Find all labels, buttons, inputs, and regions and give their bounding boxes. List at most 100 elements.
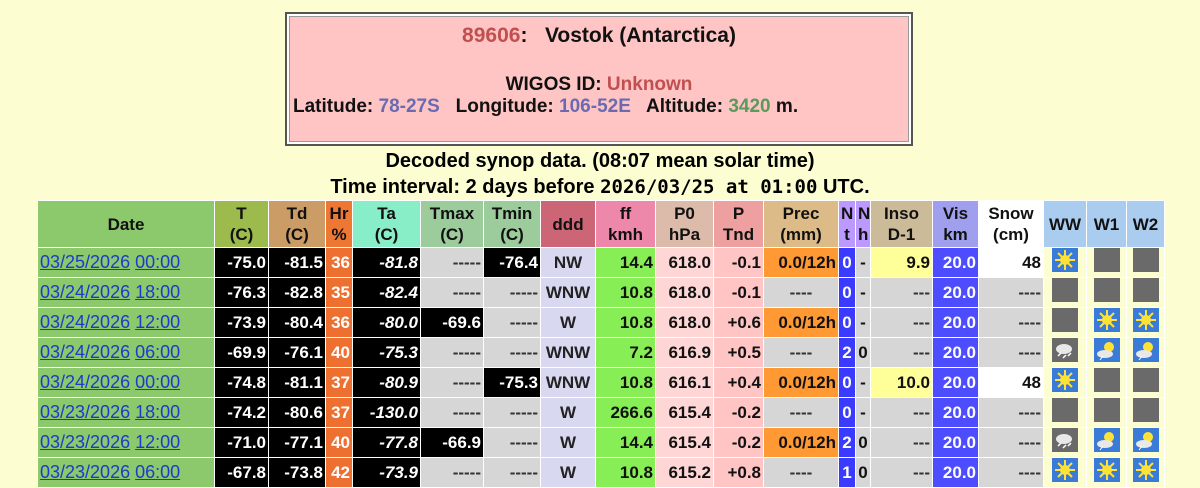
icon-cell — [1127, 278, 1164, 307]
lat-value: 78-27S — [378, 96, 440, 117]
data-cell: -69.9 — [215, 338, 268, 367]
time-link[interactable]: 12:00 — [135, 432, 181, 452]
column-header: Snow (cm) — [979, 201, 1043, 247]
station-box: 89606: Vostok (Antarctica) WIGOS ID: Unk… — [285, 12, 913, 146]
data-cell: ----- — [484, 308, 540, 337]
icon-cell — [1087, 458, 1126, 487]
column-header: ff kmh — [596, 201, 655, 247]
data-cell: ---- — [979, 458, 1043, 487]
weather-icon — [1132, 458, 1159, 482]
data-cell: -76.3 — [215, 278, 268, 307]
weather-icon — [1132, 428, 1159, 452]
time-link[interactable]: 00:00 — [135, 372, 181, 392]
data-cell: -81.5 — [269, 248, 325, 277]
data-cell: -0.2 — [714, 398, 763, 427]
icon-cell — [1044, 368, 1086, 397]
data-cell: -69.6 — [421, 308, 483, 337]
data-cell: NW — [541, 248, 595, 277]
data-cell: -0.1 — [714, 248, 763, 277]
data-cell: -80.4 — [269, 308, 325, 337]
date-link[interactable]: 03/24/2026 — [40, 342, 131, 362]
data-cell: ---- — [979, 398, 1043, 427]
header-text: WW — [1048, 214, 1082, 234]
data-cell: 10.8 — [596, 458, 655, 487]
data-cell: - — [856, 368, 870, 397]
data-cell: -77.8 — [353, 428, 420, 457]
data-cell: -73.9 — [353, 458, 420, 487]
icon-cell — [1127, 368, 1164, 397]
header-text: hPa — [668, 225, 701, 244]
time-link[interactable]: 18:00 — [135, 282, 181, 302]
data-row: 03/23/2026 18:00 -74.2 -80.6 37 -130.0 ----- -… — [38, 398, 1164, 427]
data-cell: 37 — [326, 368, 352, 397]
data-cell: -71.0 — [215, 428, 268, 457]
column-header: Date — [38, 201, 214, 247]
time-link[interactable]: 06:00 — [135, 462, 181, 482]
data-cell: WNW — [541, 368, 595, 397]
icon-cell — [1087, 398, 1126, 427]
icon-cell — [1087, 278, 1126, 307]
date-link[interactable]: 03/23/2026 — [40, 432, 131, 452]
header-text: N — [858, 204, 870, 223]
title-line: 89606: Vostok (Antarctica) — [287, 24, 911, 48]
data-cell: 14.4 — [596, 428, 655, 457]
data-cell: +0.8 — [714, 458, 763, 487]
data-cell: 618.0 — [656, 308, 713, 337]
column-header: Ta (C) — [353, 201, 420, 247]
subtitle-line: Decoded synop data. (08:07 mean solar ti… — [385, 150, 815, 172]
column-header: Td (C) — [269, 201, 325, 247]
date-link[interactable]: 03/23/2026 — [40, 402, 131, 422]
data-cell: -74.2 — [215, 398, 268, 427]
data-cell: -0.1 — [714, 278, 763, 307]
date-link[interactable]: 03/25/2026 — [40, 252, 131, 272]
column-header: W1 — [1087, 201, 1126, 247]
header-text: Vis — [942, 204, 969, 223]
column-header: Prec (mm) — [764, 201, 838, 247]
data-cell: 618.0 — [656, 278, 713, 307]
time-link[interactable]: 06:00 — [135, 342, 181, 362]
data-cell: ----- — [421, 368, 483, 397]
date-link[interactable]: 03/24/2026 — [40, 282, 131, 302]
data-cell: 20.0 — [933, 398, 978, 427]
data-cell: 615.4 — [656, 428, 713, 457]
weather-icon — [1052, 428, 1078, 452]
data-cell: 618.0 — [656, 248, 713, 277]
date-link[interactable]: 03/23/2026 — [40, 462, 131, 482]
data-cell: 0 — [839, 368, 855, 397]
date-link[interactable]: 03/24/2026 — [40, 312, 131, 332]
data-cell: -77.1 — [269, 428, 325, 457]
icon-cell — [1044, 308, 1086, 337]
data-cell: 20.0 — [933, 428, 978, 457]
time-link[interactable]: 18:00 — [135, 402, 181, 422]
header-text: P — [732, 204, 745, 223]
header-text: Snow — [988, 204, 1034, 223]
data-cell: 20.0 — [933, 458, 978, 487]
lon-value: 106-52E — [559, 96, 631, 117]
time-link[interactable]: 12:00 — [135, 312, 181, 332]
data-cell: 10.0 — [871, 368, 932, 397]
data-cell: -73.8 — [269, 458, 325, 487]
weather-icon — [1052, 458, 1078, 482]
weather-icon — [1132, 338, 1159, 362]
station-id: 89606 — [462, 24, 521, 47]
interval-date: 2026/03/25 at 01:00 — [600, 176, 818, 198]
icon-cell — [1044, 398, 1086, 427]
weather-icon — [1132, 248, 1159, 272]
icon-cell — [1044, 278, 1086, 307]
data-row: 03/25/2026 00:00 -75.0 -81.5 36 -81.8 ----- -7… — [38, 248, 1164, 277]
date-link[interactable]: 03/24/2026 — [40, 372, 131, 392]
time-link[interactable]: 00:00 — [135, 252, 181, 272]
header-text: Date — [107, 214, 145, 234]
weather-icon — [1132, 368, 1159, 392]
data-row: 03/23/2026 12:00 -71.0 -77.1 40 -77.8 -66.9 --… — [38, 428, 1164, 457]
data-cell: -66.9 — [421, 428, 483, 457]
data-cell: 10.8 — [596, 308, 655, 337]
data-cell: -75.3 — [484, 368, 540, 397]
data-cell: WNW — [541, 278, 595, 307]
subtitle: Decoded synop data. (08:07 mean solar ti… — [0, 148, 1200, 200]
header-text: ff — [619, 204, 632, 223]
data-cell: +0.4 — [714, 368, 763, 397]
data-cell: ----- — [484, 338, 540, 367]
